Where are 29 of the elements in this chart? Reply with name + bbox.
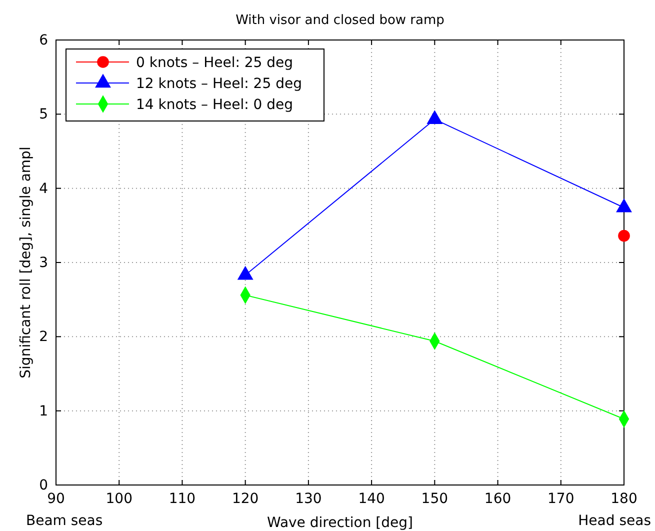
legend-label: 0 knots – Heel: 25 deg xyxy=(136,55,294,71)
chart-title: With visor and closed bow ramp xyxy=(236,13,444,28)
x-tick-label: 120 xyxy=(232,490,259,507)
y-tick-label: 5 xyxy=(39,106,48,123)
legend-label: 12 knots – Heel: 25 deg xyxy=(136,76,302,92)
legend-label: 14 knots – Heel: 0 deg xyxy=(136,97,294,113)
x-tick-label: 180 xyxy=(610,490,638,507)
point xyxy=(237,266,254,280)
x-tick-label: 160 xyxy=(484,490,512,507)
y-tick-label: 1 xyxy=(39,403,48,420)
y-tick-label: 0 xyxy=(39,477,48,494)
text: Head seas xyxy=(578,513,651,529)
y-tick-label: 4 xyxy=(39,180,48,197)
x-tick-label: 100 xyxy=(106,490,132,507)
text: Beam seas xyxy=(26,513,103,529)
x-tick-label: 90 xyxy=(47,490,65,507)
x-tick-label: 170 xyxy=(548,490,574,507)
point xyxy=(426,110,443,124)
y-tick-label: 2 xyxy=(39,329,48,346)
x-tick-label: 150 xyxy=(421,490,448,507)
x-axis-title: Wave direction [deg] xyxy=(267,515,413,531)
y-axis-title: Significant roll [deg], single ampl xyxy=(18,146,34,378)
y-tick-label: 3 xyxy=(39,254,48,271)
x-tick-label: 140 xyxy=(358,490,385,507)
point xyxy=(616,198,632,212)
y-tick-label: 6 xyxy=(39,32,48,48)
x-tick-label: 110 xyxy=(168,490,196,507)
x-tick-label: 130 xyxy=(295,490,322,507)
point xyxy=(618,230,630,242)
